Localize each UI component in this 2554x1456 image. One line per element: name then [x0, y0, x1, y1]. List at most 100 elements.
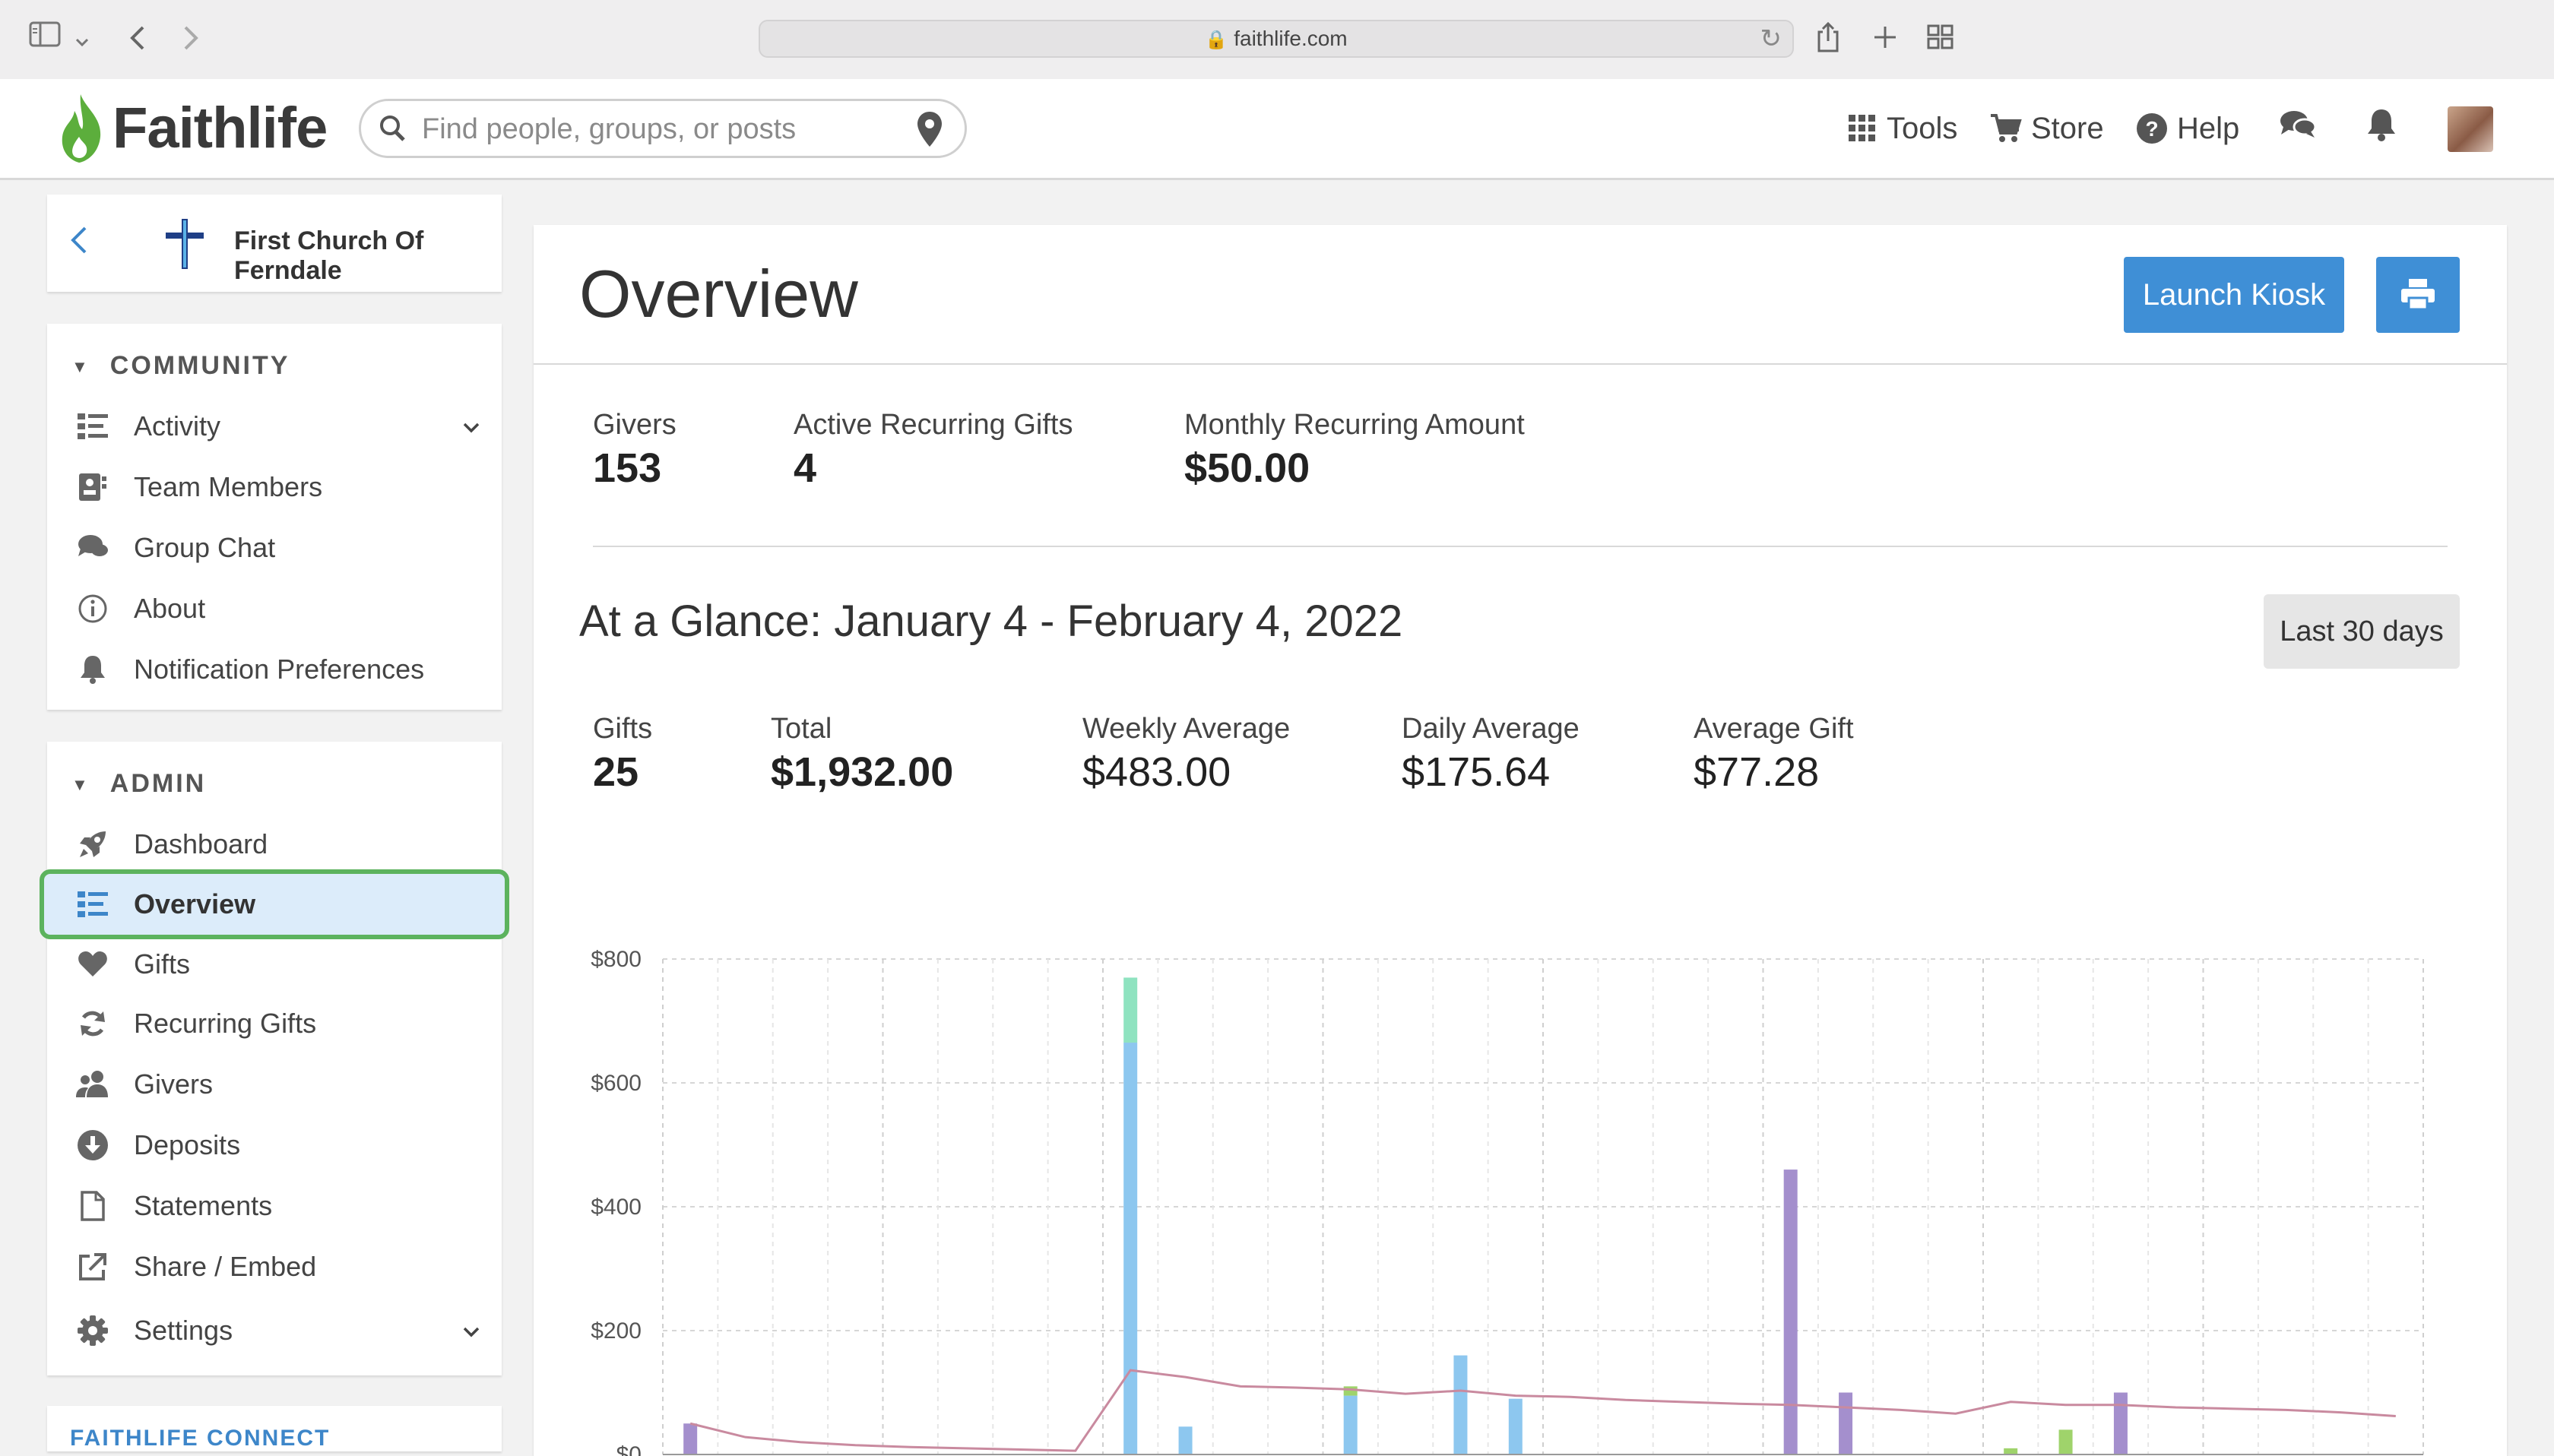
sidebar-item-givers[interactable]: Givers	[47, 1058, 502, 1111]
chart-bar	[1508, 1398, 1523, 1454]
grid-icon	[1847, 113, 1877, 144]
brand-name: Faithlife	[112, 95, 328, 160]
chart-bar	[1453, 1355, 1468, 1454]
messages-button[interactable]	[2279, 99, 2317, 158]
cart-icon	[1990, 113, 2022, 144]
sidebar-item-notification-preferences[interactable]: Notification Preferences	[47, 643, 502, 696]
sidebar-item-label: Group Chat	[134, 532, 276, 563]
admin-heading[interactable]: ▼ ADMIN	[71, 769, 206, 799]
y-tick-label: $800	[591, 947, 642, 972]
chart-bar	[1123, 1043, 1138, 1454]
community-heading[interactable]: ▼ COMMUNITY	[71, 351, 290, 381]
notifications-button[interactable]	[2365, 99, 2397, 158]
sidebar-item-statements[interactable]: Statements	[47, 1179, 502, 1233]
users-icon	[76, 1068, 109, 1101]
sidebar-item-dashboard[interactable]: Dashboard	[47, 818, 502, 871]
tab-overview-icon[interactable]	[1926, 23, 1955, 59]
launch-kiosk-button[interactable]: Launch Kiosk	[2124, 257, 2344, 333]
chart-bar	[1783, 1170, 1798, 1454]
list-icon	[76, 888, 109, 921]
browser-toolbar: 🔒 faithlife.com ↻	[0, 0, 2554, 81]
avatar[interactable]	[2448, 106, 2493, 152]
app-header: Faithlife Tools Store ? Help	[0, 79, 2554, 180]
external-link-icon	[76, 1250, 109, 1283]
reload-icon[interactable]: ↻	[1760, 24, 1782, 53]
sidebar-item-share-embed[interactable]: Share / Embed	[47, 1240, 502, 1293]
tools-menu[interactable]: Tools	[1847, 99, 1957, 158]
sidebar-item-label: Dashboard	[134, 828, 268, 859]
sidebar-item-overview[interactable]: Overview	[40, 869, 509, 939]
stat-active-recurring-gifts: Active Recurring Gifts 4	[794, 409, 1073, 492]
chevron-down-icon[interactable]	[461, 1318, 482, 1350]
help-label: Help	[2177, 111, 2240, 145]
chart-bar	[1123, 977, 1138, 1043]
sidebar-item-deposits[interactable]: Deposits	[47, 1119, 502, 1172]
sidebar-item-gifts[interactable]: Gifts	[47, 938, 502, 991]
search-bar[interactable]	[359, 99, 967, 158]
url-text: faithlife.com	[1234, 27, 1348, 50]
faithlife-logo[interactable]: Faithlife	[58, 90, 328, 166]
help-link[interactable]: ? Help	[2136, 99, 2239, 158]
document-icon	[76, 1189, 109, 1223]
sidebar-item-activity[interactable]: Activity	[47, 400, 502, 453]
stat-label: Monthly Recurring Amount	[1184, 409, 1525, 441]
new-tab-icon[interactable]	[1871, 23, 1899, 59]
sidebar-toggle-icon[interactable]	[29, 20, 62, 56]
community-nav-card: ▼ COMMUNITY Activity Team Members Group C…	[47, 324, 502, 710]
stat-label: Daily Average	[1402, 713, 1580, 745]
stat-label: Weekly Average	[1082, 713, 1291, 745]
glance-title: At a Glance: January 4 - February 4, 202…	[579, 597, 1403, 646]
store-link[interactable]: Store	[1990, 99, 2104, 158]
sidebar-item-label: Statements	[134, 1190, 273, 1221]
search-input[interactable]	[420, 109, 879, 150]
forward-arrow-icon[interactable]	[179, 23, 202, 62]
chart-bar	[1343, 1395, 1358, 1454]
sidebar-item-label: About	[134, 593, 206, 624]
address-bar[interactable]: 🔒 faithlife.com ↻	[759, 20, 1794, 58]
chevron-down-icon[interactable]	[73, 23, 91, 59]
sidebar-item-team-members[interactable]: Team Members	[47, 461, 502, 514]
share-icon[interactable]	[1815, 21, 1841, 62]
stat-givers: Givers 153	[593, 409, 677, 492]
church-name[interactable]: First Church Of Ferndale	[234, 226, 424, 285]
connect-heading[interactable]: FAITHLIFE CONNECT	[70, 1426, 331, 1451]
sidebar-item-about[interactable]: About	[47, 582, 502, 635]
help-circle-icon: ?	[2136, 112, 2168, 144]
chart-bar	[683, 1423, 698, 1454]
stat-label: Average Gift	[1694, 713, 1854, 745]
info-icon	[76, 592, 109, 625]
sidebar-item-recurring-gifts[interactable]: Recurring Gifts	[47, 997, 502, 1050]
date-range-button[interactable]: Last 30 days	[2264, 594, 2460, 669]
stat-value: $175.64	[1402, 749, 1551, 795]
store-label: Store	[2031, 111, 2104, 145]
print-button[interactable]	[2376, 257, 2460, 333]
bell-icon	[2365, 107, 2397, 150]
stat-label: Gifts	[593, 713, 653, 745]
y-tick-label: $200	[591, 1318, 642, 1344]
sidebar-item-settings[interactable]: Settings	[47, 1304, 502, 1357]
id-card-icon	[76, 470, 109, 504]
back-chevron-icon[interactable]	[68, 223, 90, 264]
back-arrow-icon[interactable]	[126, 23, 149, 62]
location-pin-icon[interactable]	[916, 110, 943, 152]
glance-gifts: Gifts 25	[593, 713, 652, 796]
chart-bar	[1178, 1426, 1193, 1454]
church-cross-logo	[163, 217, 207, 274]
chart-bar	[1343, 1386, 1358, 1396]
faithlife-connect-card: FAITHLIFE CONNECT	[47, 1406, 502, 1451]
chevron-down-icon[interactable]	[461, 413, 482, 445]
refresh-icon	[76, 1007, 109, 1040]
stat-monthly-recurring-amount: Monthly Recurring Amount $50.00	[1184, 409, 1525, 492]
admin-heading-label: ADMIN	[109, 769, 207, 798]
stat-value: $50.00	[1184, 445, 1310, 491]
search-icon	[378, 112, 408, 149]
stat-label: Givers	[593, 409, 677, 441]
glance-weekly-average: Weekly Average $483.00	[1082, 713, 1290, 796]
stat-value: 25	[593, 749, 639, 795]
sidebar-item-label: Share / Embed	[134, 1251, 317, 1282]
sidebar-item-label: Givers	[134, 1068, 214, 1100]
stat-label: Total	[771, 713, 832, 745]
sidebar-item-label: Recurring Gifts	[134, 1008, 317, 1039]
sidebar-item-group-chat[interactable]: Group Chat	[47, 521, 502, 574]
glance-average-gift: Average Gift $77.28	[1694, 713, 1854, 796]
